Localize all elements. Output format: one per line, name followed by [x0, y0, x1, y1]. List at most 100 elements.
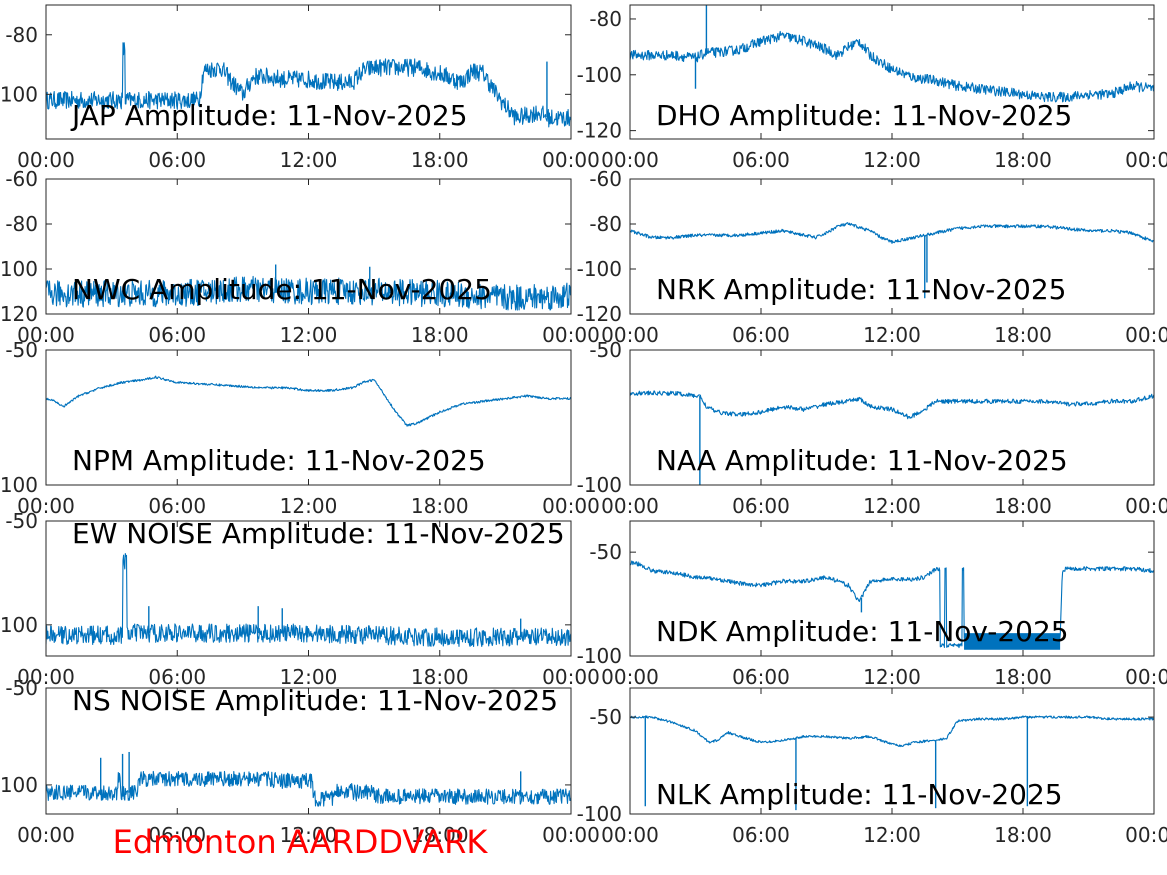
panel-title: NLK Amplitude: 11-Nov-2025	[656, 778, 1063, 811]
y-tick-label: -100	[577, 63, 622, 87]
series-line	[46, 770, 571, 807]
y-tick-label: -100	[0, 773, 38, 797]
series-line	[630, 390, 1154, 420]
x-tick-label: 00:00	[17, 148, 75, 172]
x-tick-label: 18:00	[411, 665, 469, 689]
y-tick-label: -80	[589, 212, 622, 236]
x-tick-label: 00:00	[601, 494, 659, 518]
plot-area	[46, 42, 571, 128]
x-tick-label: 12:00	[863, 323, 921, 347]
x-tick-label: 18:00	[994, 148, 1052, 172]
panel-1: -80 -100 00:00 06:00 12:00 18:00 00:00 JAP Ampl…	[0, 4, 600, 172]
y-tick-label: -100	[0, 613, 38, 637]
y-tick-label: -100	[0, 473, 38, 497]
plot-area	[46, 751, 571, 807]
x-tick-label: 06:00	[732, 148, 790, 172]
plot-area	[630, 5, 1154, 103]
y-tick-label: -50	[5, 676, 38, 700]
x-tick-label: 12:00	[863, 823, 921, 847]
x-tick-label: 12:00	[863, 665, 921, 689]
x-tick-label: 00:00	[17, 823, 75, 847]
x-tick-label: 00:00	[1125, 148, 1167, 172]
series-line	[630, 715, 1154, 748]
y-tick-label: -100	[577, 644, 622, 668]
plot-area	[46, 375, 571, 427]
x-tick-label: 06:00	[732, 823, 790, 847]
x-tick-label: 00:00	[542, 823, 600, 847]
panel-title: EW NOISE Amplitude: 11-Nov-2025	[72, 517, 565, 550]
x-tick-label: 00:00	[601, 323, 659, 347]
panel-3: -60-80-100-12000:0006:0012:0018:0000:00N…	[0, 167, 600, 347]
y-tick-label: -100	[577, 473, 622, 497]
y-tick-label: -60	[589, 167, 622, 191]
y-tick-label: -50	[589, 540, 622, 564]
x-tick-label: 18:00	[411, 823, 469, 847]
y-tick-label: -50	[589, 338, 622, 362]
x-tick-label: 00:00	[542, 494, 600, 518]
panel-7: -50 -100 00:00 06:00 12:00 18:00 00:00 EW NOISE…	[0, 509, 600, 689]
y-tick-label: -100	[577, 802, 622, 826]
y-tick-label: -80	[589, 7, 622, 31]
plot-area	[630, 560, 1154, 650]
x-tick-label: 00:00	[17, 494, 75, 518]
x-tick-label: 06:00	[732, 494, 790, 518]
x-tick-label: 06:00	[148, 494, 206, 518]
series-line	[46, 553, 571, 648]
plot-area	[630, 715, 1154, 811]
x-tick-label: 00:00	[1125, 494, 1167, 518]
y-tick-label: -100	[0, 257, 38, 281]
y-tick-label: -100	[577, 257, 622, 281]
x-tick-label: 18:00	[411, 494, 469, 518]
x-tick-label: 18:00	[994, 323, 1052, 347]
x-tick-label: 00:00	[542, 148, 600, 172]
x-tick-label: 00:00	[17, 323, 75, 347]
plot-area	[630, 390, 1154, 485]
series-line	[630, 222, 1154, 244]
y-tick-label: -100	[0, 82, 38, 106]
x-tick-label: 00:00	[542, 323, 600, 347]
series-line	[46, 275, 571, 311]
x-tick-label: 00:00	[1125, 823, 1167, 847]
series-line	[46, 375, 571, 427]
x-tick-label: 00:00	[542, 665, 600, 689]
panel-title: NAA Amplitude: 11-Nov-2025	[656, 444, 1068, 477]
x-tick-label: 06:00	[148, 148, 206, 172]
plot-area	[46, 264, 571, 311]
panel-title: NWC Amplitude: 11-Nov-2025	[72, 273, 492, 306]
y-tick-label: -120	[577, 302, 622, 326]
x-tick-label: 18:00	[411, 323, 469, 347]
y-tick-label: -80	[5, 23, 38, 47]
x-tick-label: 12:00	[280, 665, 338, 689]
x-tick-label: 00:00	[601, 823, 659, 847]
x-tick-label: 12:00	[863, 494, 921, 518]
x-tick-label: 12:00	[280, 323, 338, 347]
panel-title: NRK Amplitude: 11-Nov-2025	[656, 273, 1066, 306]
y-tick-label: -50	[5, 338, 38, 362]
x-tick-label: 06:00	[148, 665, 206, 689]
x-tick-label: 06:00	[732, 665, 790, 689]
x-tick-label: 06:00	[148, 323, 206, 347]
x-tick-label: 00:00	[17, 665, 75, 689]
x-tick-label: 18:00	[994, 823, 1052, 847]
x-tick-label: 00:00	[1125, 665, 1167, 689]
series-dense-band	[964, 633, 1061, 650]
x-tick-label: 18:00	[994, 494, 1052, 518]
x-tick-label: 12:00	[280, 823, 338, 847]
y-tick-label: -120	[0, 302, 38, 326]
x-tick-label: 06:00	[732, 323, 790, 347]
series-line	[630, 30, 1154, 103]
y-tick-label: -60	[5, 167, 38, 191]
panel-9: -50 -100 00:00 06:00 12:00 18:00 00:00 NS NOISE…	[0, 676, 600, 847]
plot-area	[630, 222, 1154, 299]
y-tick-label: -120	[577, 119, 622, 143]
x-tick-label: 00:00	[601, 148, 659, 172]
plot-area	[46, 553, 571, 648]
panel-4: -60-80-100-12000:0006:0012:0018:0000:00N…	[577, 167, 1167, 347]
x-tick-label: 12:00	[280, 148, 338, 172]
